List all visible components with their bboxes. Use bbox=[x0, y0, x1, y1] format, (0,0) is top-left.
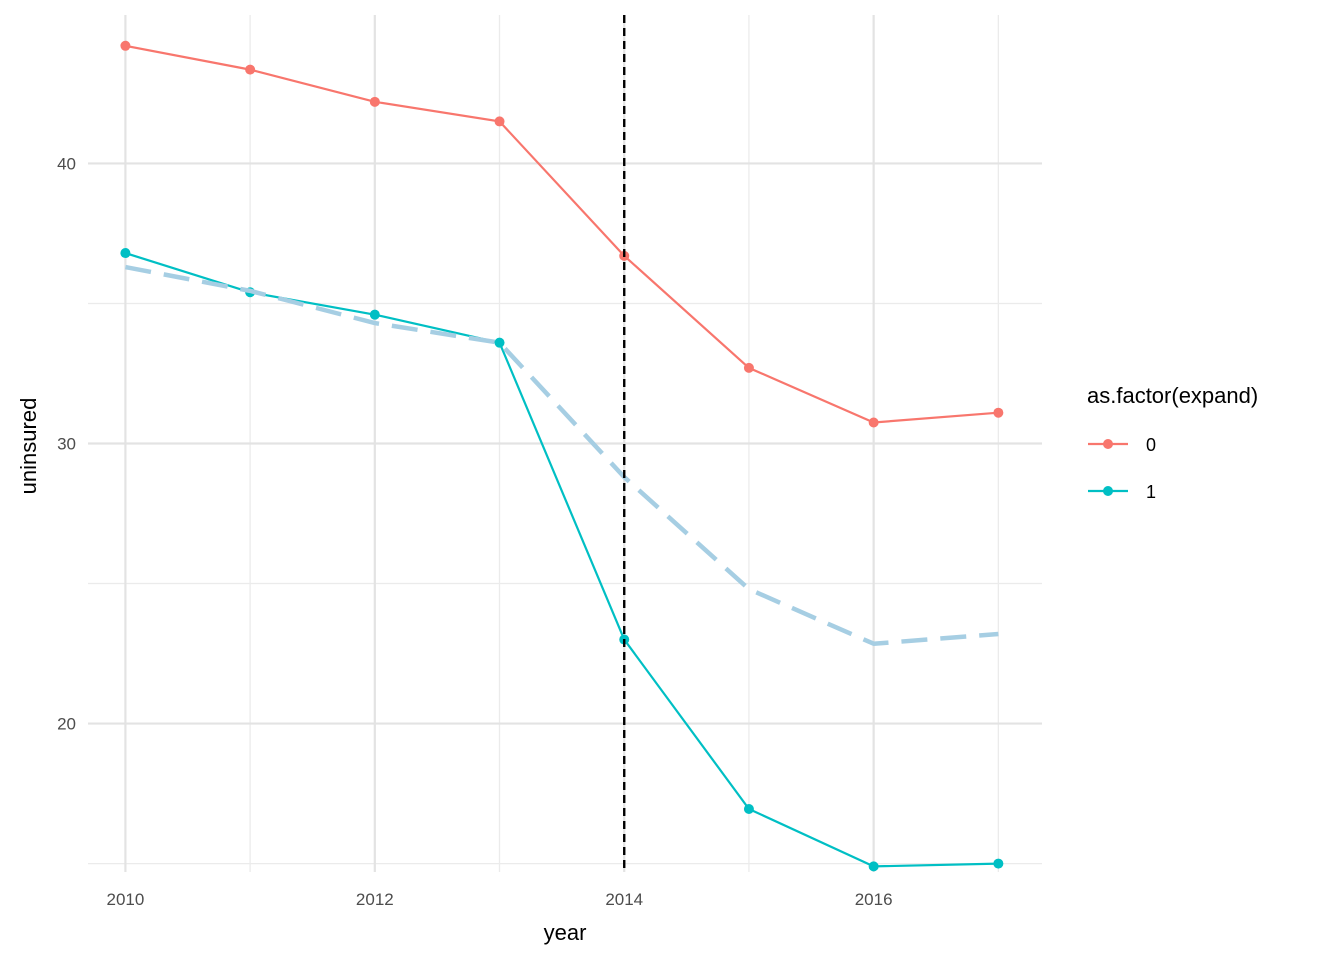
y-tick-label: 20 bbox=[57, 715, 76, 734]
series-line-0 bbox=[125, 44, 999, 424]
x-tick-label: 2014 bbox=[605, 890, 643, 909]
series-line-1 bbox=[125, 252, 999, 868]
data-point-series-1 bbox=[743, 803, 754, 814]
data-point-series-0 bbox=[993, 407, 1004, 418]
legend-label-0: 0 bbox=[1146, 435, 1156, 455]
grid-major bbox=[88, 15, 1042, 872]
x-tick-label: 2010 bbox=[106, 890, 144, 909]
data-point-series-1 bbox=[369, 309, 380, 320]
legend-items: 01 bbox=[1088, 435, 1156, 502]
data-point-series-1 bbox=[120, 248, 131, 259]
data-point-series-0 bbox=[245, 64, 256, 75]
legend-key-point-1 bbox=[1103, 486, 1113, 496]
data-point-series-0 bbox=[120, 40, 131, 51]
x-tick-label: 2012 bbox=[356, 890, 394, 909]
series-line-counterfactual bbox=[124, 264, 999, 646]
data-point-series-1 bbox=[868, 861, 879, 872]
legend: as.factor(expand) 01 bbox=[1087, 383, 1258, 502]
legend-title: as.factor(expand) bbox=[1087, 383, 1258, 408]
x-axis-ticks: 2010 2012 2014 2016 bbox=[106, 890, 892, 909]
data-point-series-0 bbox=[743, 362, 754, 373]
data-point-series-1 bbox=[494, 337, 505, 348]
y-tick-label: 40 bbox=[57, 154, 76, 173]
legend-key-point-0 bbox=[1103, 439, 1113, 449]
data-point-series-0 bbox=[868, 417, 879, 428]
data-point-series-0 bbox=[494, 116, 505, 127]
x-tick-label: 2016 bbox=[855, 890, 893, 909]
x-axis-title: year bbox=[544, 920, 587, 945]
legend-label-1: 1 bbox=[1146, 482, 1156, 502]
data-point-series-0 bbox=[369, 96, 380, 107]
series-layer bbox=[120, 40, 1004, 872]
data-point-series-1 bbox=[993, 858, 1004, 869]
y-tick-label: 30 bbox=[57, 435, 76, 454]
y-axis-ticks: 20 30 40 bbox=[57, 154, 76, 733]
y-axis-title: uninsured bbox=[16, 398, 41, 495]
